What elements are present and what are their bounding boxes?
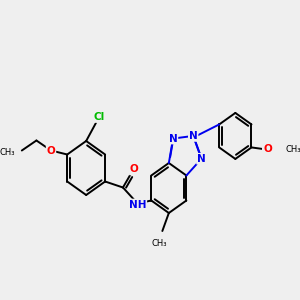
Text: CH₃: CH₃ xyxy=(286,145,300,154)
Text: N: N xyxy=(189,131,198,141)
Text: CH₃: CH₃ xyxy=(152,239,167,248)
Text: O: O xyxy=(130,164,139,175)
Text: NH: NH xyxy=(129,200,146,209)
Text: CH₃: CH₃ xyxy=(0,148,15,157)
Text: O: O xyxy=(263,144,272,154)
Text: N: N xyxy=(197,154,206,164)
Text: Cl: Cl xyxy=(94,112,105,122)
Text: O: O xyxy=(46,146,56,155)
Text: N: N xyxy=(169,134,177,143)
